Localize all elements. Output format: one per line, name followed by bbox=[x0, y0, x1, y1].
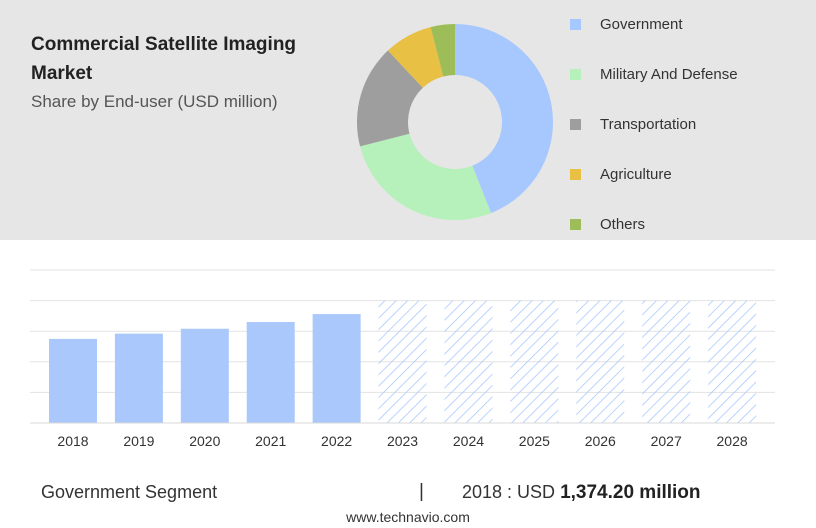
legend-label: Transportation bbox=[600, 115, 697, 133]
x-tick-label: 2023 bbox=[387, 433, 418, 449]
legend-item: Government bbox=[570, 14, 683, 34]
legend-item: Transportation bbox=[570, 114, 696, 134]
chart-subtitle: Share by End-user (USD million) bbox=[31, 92, 278, 111]
footer-segment-label: Government Segment bbox=[41, 482, 218, 502]
legend-swatch bbox=[570, 68, 581, 80]
donut-slice-military-and-defense bbox=[360, 133, 492, 220]
x-tick-label: 2019 bbox=[123, 433, 154, 449]
forecast-bar-2027 bbox=[642, 300, 691, 423]
source-url[interactable]: www.technavio.com bbox=[346, 509, 470, 525]
x-tick-label: 2024 bbox=[453, 433, 484, 449]
legend-swatch bbox=[570, 18, 581, 30]
legend-item: Agriculture bbox=[570, 164, 672, 184]
footer-stat: 2018 : USD 1,374.20 million bbox=[462, 482, 701, 504]
legend-item: Military And Defense bbox=[570, 64, 738, 84]
donut-slice-transportation bbox=[357, 50, 423, 147]
bar-2020 bbox=[180, 328, 229, 423]
donut-chart bbox=[357, 24, 554, 220]
bar-2021 bbox=[246, 322, 295, 423]
x-tick-label: 2021 bbox=[255, 433, 286, 449]
bar-chart: 2018 2019 2020 2021 2022 2023 2024 2025 2026 2027… bbox=[30, 269, 775, 449]
donut-slice-others bbox=[430, 24, 455, 77]
bar-2018 bbox=[49, 338, 97, 423]
donut-slice-government bbox=[455, 24, 554, 214]
forecast-bar-2028 bbox=[708, 300, 757, 423]
bar-2022 bbox=[312, 314, 361, 423]
x-tick-label: 2028 bbox=[717, 433, 748, 449]
bar-2019 bbox=[114, 333, 163, 423]
legend-label: Others bbox=[600, 215, 646, 233]
donut-slice-agriculture bbox=[387, 27, 444, 88]
forecast-bar-2024 bbox=[444, 300, 493, 423]
x-tick-label: 2027 bbox=[651, 433, 682, 449]
legend-label: Agriculture bbox=[600, 165, 672, 183]
x-tick-label: 2022 bbox=[321, 433, 352, 449]
x-tick-label: 2026 bbox=[585, 433, 616, 449]
forecast-bar-2023 bbox=[378, 300, 427, 423]
legend-label: Government bbox=[600, 15, 683, 33]
legend-item: Others bbox=[570, 214, 645, 234]
legend-label: Military And Defense bbox=[600, 65, 738, 83]
legend-swatch bbox=[570, 218, 581, 230]
x-tick-label: 2018 bbox=[57, 433, 88, 449]
legend-swatch bbox=[570, 168, 581, 180]
legend-swatch bbox=[570, 118, 581, 130]
x-tick-label: 2025 bbox=[519, 433, 550, 449]
footer-stat-prefix: 2018 : USD bbox=[462, 482, 561, 502]
footer-separator: | bbox=[419, 481, 424, 502]
chart-title: Commercial Satellite Imaging Market bbox=[31, 34, 297, 84]
forecast-bar-2026 bbox=[576, 300, 625, 423]
forecast-bar-2025 bbox=[510, 300, 559, 423]
x-tick-label: 2020 bbox=[189, 433, 220, 449]
footer-stat-value: 1,374.20 million bbox=[560, 482, 701, 503]
